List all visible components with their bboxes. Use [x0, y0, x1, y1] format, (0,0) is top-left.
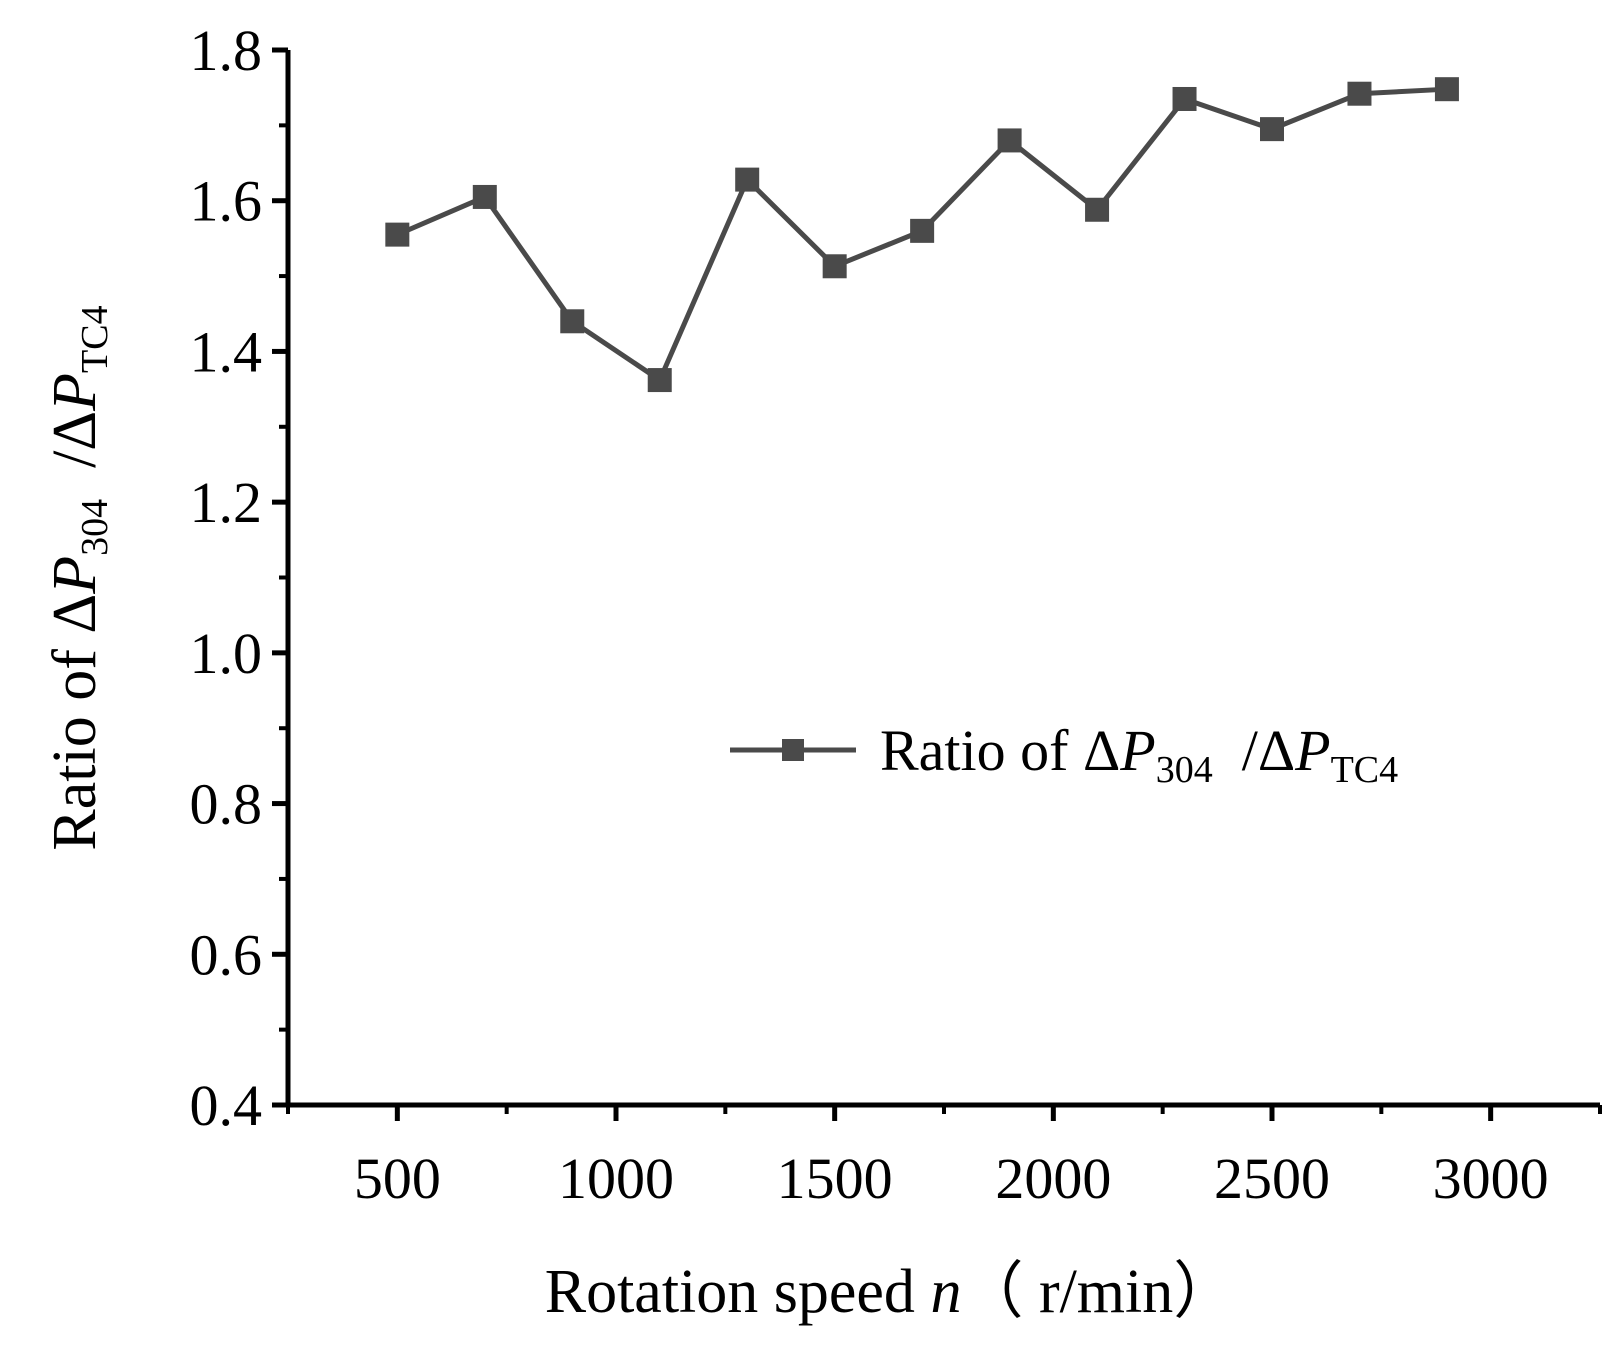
x-tick-label: 3000	[1433, 1146, 1549, 1211]
x-tick-label: 1500	[777, 1146, 893, 1211]
y-tick-label: 0.6	[190, 922, 263, 987]
data-point	[910, 218, 935, 243]
data-point	[822, 254, 847, 279]
x-tick-label: 2500	[1214, 1146, 1330, 1211]
y-tick-label: 1.4	[190, 319, 263, 384]
data-point	[1085, 197, 1110, 222]
x-tick-label: 2000	[995, 1146, 1111, 1211]
y-ticks: 0.4 0.6 0.8 1.0 1.2 1.4 1.6 1.8	[190, 18, 288, 1138]
data-point	[385, 222, 410, 247]
data-point	[735, 167, 760, 192]
y-tick-label: 1.8	[190, 18, 263, 83]
axes: 0.4 0.6 0.8 1.0 1.2 1.4 1.6 1.8 500 1000 1500 2000…	[190, 18, 1602, 1211]
x-axis-title: Rotation speed n（ r/min）	[545, 1258, 1236, 1326]
data-point	[472, 184, 497, 209]
x-tick-label: 500	[354, 1146, 441, 1211]
legend: Ratio of ΔP304 /ΔPTC4	[730, 718, 1398, 791]
y-axis-title: Ratio of ΔP304 /ΔPTC4	[41, 305, 116, 850]
x-ticks: 500 1000 1500 2000 2500 3000	[286, 1105, 1602, 1211]
data-point	[647, 368, 672, 393]
legend-marker-square	[782, 739, 804, 761]
data-point	[1172, 86, 1197, 111]
data-point	[1347, 81, 1372, 106]
y-tick-label: 0.8	[190, 772, 263, 837]
y-tick-label: 1.6	[190, 169, 263, 234]
y-tick-label: 1.0	[190, 621, 263, 686]
legend-label: Ratio of ΔP304 /ΔPTC4	[880, 718, 1398, 791]
y-tick-label: 1.2	[190, 470, 263, 535]
data-point	[1260, 117, 1284, 142]
data-point	[560, 309, 585, 334]
x-tick-label: 1000	[558, 1146, 674, 1211]
data-point	[997, 128, 1022, 153]
data-point	[1434, 77, 1459, 102]
series-layer	[385, 77, 1459, 393]
y-tick-label: 0.4	[190, 1073, 263, 1138]
